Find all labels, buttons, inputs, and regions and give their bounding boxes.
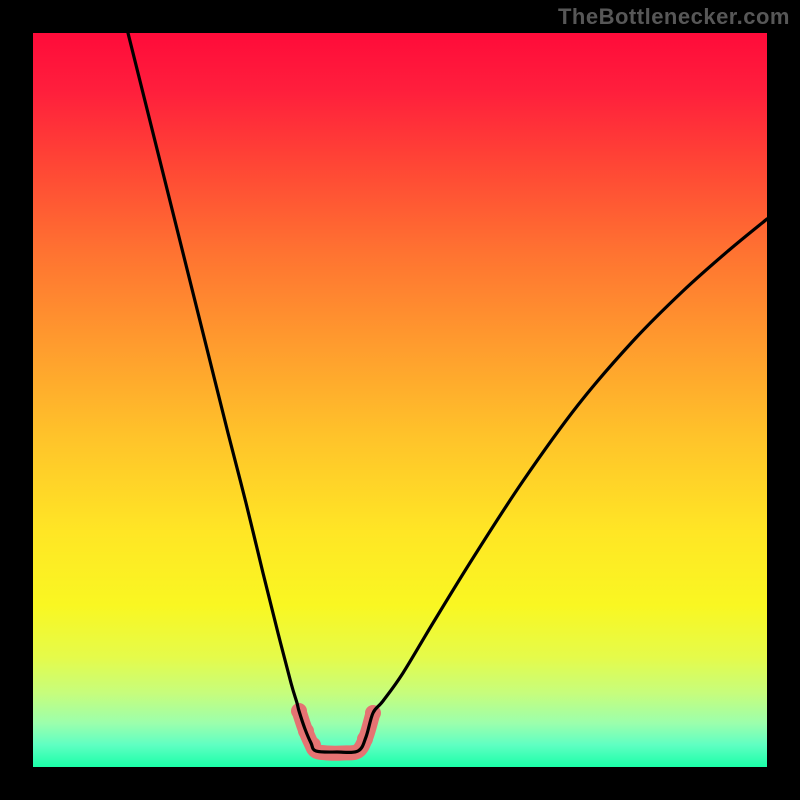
canvas: TheBottlenecker.com — [0, 0, 800, 800]
watermark-text: TheBottlenecker.com — [558, 4, 790, 30]
bottleneck-curve — [128, 33, 767, 752]
curve-layer — [33, 33, 767, 767]
chart-plot-area — [33, 33, 767, 767]
